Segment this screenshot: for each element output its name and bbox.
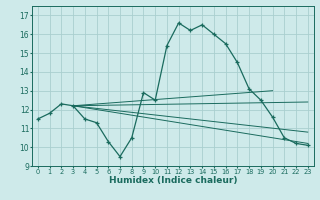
X-axis label: Humidex (Indice chaleur): Humidex (Indice chaleur) (108, 176, 237, 185)
